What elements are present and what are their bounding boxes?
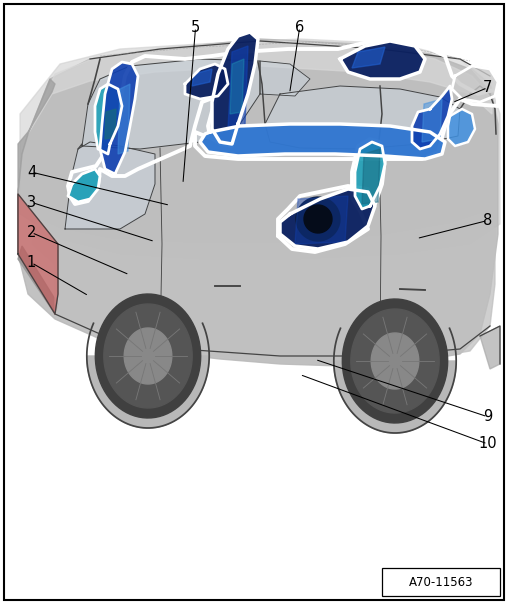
Polygon shape — [32, 214, 495, 363]
Polygon shape — [352, 47, 385, 68]
Bar — [382, 568, 500, 596]
Text: 4: 4 — [27, 165, 36, 179]
Polygon shape — [104, 304, 192, 408]
Polygon shape — [200, 124, 445, 159]
Polygon shape — [228, 46, 248, 129]
Polygon shape — [304, 205, 332, 233]
Polygon shape — [95, 84, 122, 154]
Polygon shape — [355, 142, 385, 209]
Polygon shape — [18, 79, 55, 254]
Polygon shape — [371, 333, 419, 389]
Polygon shape — [118, 84, 130, 154]
Polygon shape — [295, 196, 348, 244]
Polygon shape — [185, 64, 228, 99]
Polygon shape — [124, 328, 172, 384]
Polygon shape — [20, 39, 500, 259]
Text: 2: 2 — [27, 225, 36, 240]
Polygon shape — [412, 86, 452, 149]
Text: 3: 3 — [27, 195, 36, 210]
Polygon shape — [448, 109, 475, 146]
Polygon shape — [342, 299, 448, 423]
Polygon shape — [480, 326, 500, 369]
Polygon shape — [212, 32, 258, 144]
Polygon shape — [265, 86, 460, 149]
Text: 7: 7 — [483, 80, 492, 95]
Polygon shape — [351, 309, 439, 413]
Text: 8: 8 — [483, 213, 492, 228]
Polygon shape — [296, 197, 340, 241]
Polygon shape — [334, 361, 456, 433]
Text: 9: 9 — [483, 410, 492, 424]
Polygon shape — [68, 169, 100, 202]
Polygon shape — [200, 124, 445, 159]
Text: A70-11563: A70-11563 — [409, 576, 473, 588]
Text: 1: 1 — [27, 255, 36, 270]
Text: 6: 6 — [295, 20, 304, 34]
Polygon shape — [96, 294, 201, 418]
Polygon shape — [18, 194, 58, 314]
Polygon shape — [260, 61, 310, 96]
Text: 10: 10 — [479, 437, 497, 451]
Polygon shape — [192, 69, 212, 86]
Polygon shape — [87, 356, 209, 428]
Polygon shape — [18, 246, 58, 314]
Polygon shape — [230, 59, 244, 114]
Polygon shape — [452, 66, 498, 102]
Polygon shape — [280, 189, 375, 249]
Polygon shape — [28, 41, 492, 134]
Polygon shape — [100, 62, 138, 174]
Polygon shape — [422, 99, 442, 142]
Text: 5: 5 — [191, 20, 200, 34]
Polygon shape — [105, 109, 116, 139]
Polygon shape — [340, 41, 425, 79]
Polygon shape — [65, 142, 155, 229]
Polygon shape — [362, 149, 380, 204]
Polygon shape — [82, 59, 260, 149]
Polygon shape — [18, 39, 498, 366]
